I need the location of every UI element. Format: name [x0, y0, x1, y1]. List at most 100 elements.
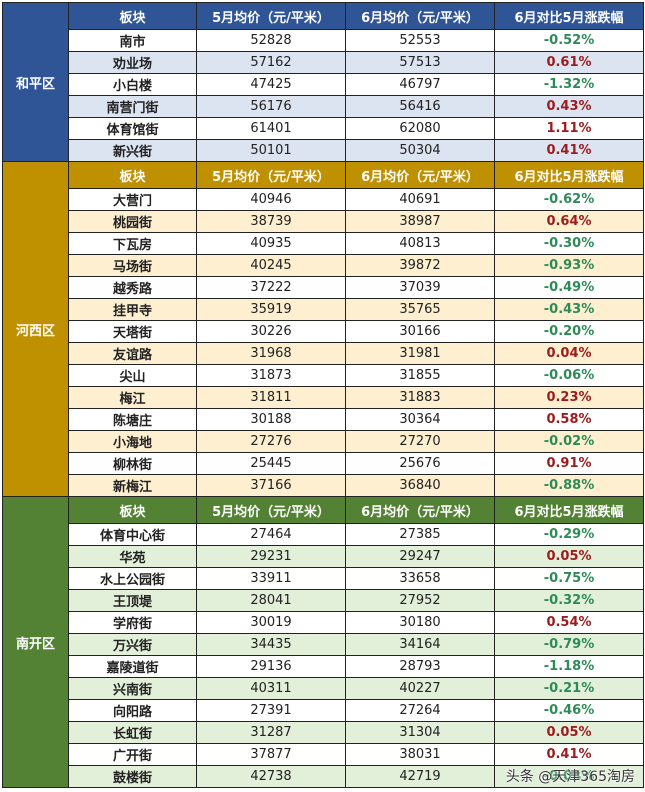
table-row: 马场街 40245 39872 -0.93% [3, 254, 644, 277]
table-row: 尖山 31873 31855 -0.06% [3, 364, 644, 387]
section-header-hexi: 河西区 板块 5月均价（元/平米） 6月均价（元/平米） 6月对比5月涨跌幅 [2, 161, 644, 497]
price-change: 1.11% [494, 117, 644, 140]
price-change: 0.04% [494, 342, 644, 365]
block-name: 水上公园街 [68, 567, 197, 590]
block-name: 尖山 [68, 364, 197, 387]
price-change: 0.43% [494, 95, 644, 118]
section-header-nankai: 南开区 板块 5月均价（元/平米） 6月均价（元/平米） 6月对比5月涨跌幅 [2, 496, 644, 788]
table-row: 南营门街 56176 56416 0.43% [3, 95, 644, 118]
block-name: 小海地 [68, 430, 197, 453]
price-change: 0.58% [494, 408, 644, 431]
table-row: 学府街 30019 30180 0.54% [3, 611, 644, 634]
price-change: -0.06% [494, 364, 644, 387]
price-change: -0.30% [494, 232, 644, 255]
table-row: 王顶堤 28041 27952 -0.32% [3, 589, 644, 612]
table-row: 小海地 27276 27270 -0.02% [3, 430, 644, 453]
price-change: -1.32% [494, 73, 644, 96]
header-jun-price: 6月均价（元/平米） [345, 496, 495, 524]
table-row: 体育馆街 61401 62080 1.11% [3, 117, 644, 140]
jun-price: 37039 [345, 276, 495, 299]
may-price: 47425 [196, 73, 346, 96]
price-change: 0.23% [494, 386, 644, 409]
price-change: -0.93% [494, 254, 644, 277]
price-change: 0.54% [494, 611, 644, 634]
table-row: 嘉陵道街 29136 28793 -1.18% [3, 655, 644, 678]
table-row: 华苑 29231 29247 0.05% [3, 545, 644, 568]
jun-price: 25676 [345, 452, 495, 475]
jun-price: 30364 [345, 408, 495, 431]
table-row: 新梅江 37166 36840 -0.88% [3, 474, 644, 497]
jun-price: 40227 [345, 677, 495, 700]
price-change: -0.43% [494, 298, 644, 321]
price-change: 0.05% [494, 545, 644, 568]
jun-price: 29247 [345, 545, 495, 568]
block-name: 广开街 [68, 743, 197, 766]
block-name: 天塔街 [68, 320, 197, 343]
may-price: 61401 [196, 117, 346, 140]
jun-price: 31981 [345, 342, 495, 365]
price-change: -0.79% [494, 633, 644, 656]
header-change: 6月对比5月涨跌幅 [494, 496, 644, 524]
may-price: 27391 [196, 699, 346, 722]
price-change: -0.29% [494, 523, 644, 546]
jun-price: 28793 [345, 655, 495, 678]
table-row: 南市 52828 52553 -0.52% [3, 29, 644, 52]
block-name: 长虹街 [68, 721, 197, 744]
table-row: 陈塘庄 30188 30364 0.58% [3, 408, 644, 431]
jun-price: 46797 [345, 73, 495, 96]
may-price: 29231 [196, 545, 346, 568]
block-name: 新兴街 [68, 139, 197, 162]
table-row: 体育中心街 27464 27385 -0.29% [3, 523, 644, 546]
block-name: 大营门 [68, 188, 197, 211]
block-name: 嘉陵道街 [68, 655, 197, 678]
may-price: 40245 [196, 254, 346, 277]
may-price: 33911 [196, 567, 346, 590]
block-name: 学府街 [68, 611, 197, 634]
jun-price: 27264 [345, 699, 495, 722]
may-price: 56176 [196, 95, 346, 118]
district-label: 河西区 [2, 161, 69, 497]
price-change: -0.21% [494, 677, 644, 700]
header-may-price: 5月均价（元/平米） [196, 161, 346, 189]
jun-price: 40691 [345, 188, 495, 211]
block-name: 兴南街 [68, 677, 197, 700]
table-row: 劝业场 57162 57513 0.61% [3, 51, 644, 74]
section-header-heping: 和平区 板块 5月均价（元/平米） 6月均价（元/平米） 6月对比5月涨跌幅 [2, 2, 644, 162]
block-name: 下瓦房 [68, 232, 197, 255]
may-price: 52828 [196, 29, 346, 52]
price-change: -0.20% [494, 320, 644, 343]
may-price: 31811 [196, 386, 346, 409]
table-row: 水上公园街 33911 33658 -0.75% [3, 567, 644, 590]
jun-price: 52553 [345, 29, 495, 52]
may-price: 27276 [196, 430, 346, 453]
price-change: -0.62% [494, 188, 644, 211]
block-name: 王顶堤 [68, 589, 197, 612]
may-price: 30188 [196, 408, 346, 431]
price-change: 0.41% [494, 743, 644, 766]
jun-price: 35765 [345, 298, 495, 321]
block-name: 陈塘庄 [68, 408, 197, 431]
table-row: 下瓦房 40935 40813 -0.30% [3, 232, 644, 255]
jun-price: 31855 [345, 364, 495, 387]
table-row: 越秀路 37222 37039 -0.49% [3, 276, 644, 299]
table-row: 大营门 40946 40691 -0.62% [3, 188, 644, 211]
table-row: 柳林街 25445 25676 0.91% [3, 452, 644, 475]
block-name: 南营门街 [68, 95, 197, 118]
may-price: 38739 [196, 210, 346, 233]
header-may-price: 5月均价（元/平米） [196, 2, 346, 30]
price-change: 0.91% [494, 452, 644, 475]
price-change: -0.88% [494, 474, 644, 497]
jun-price: 34164 [345, 633, 495, 656]
block-name: 挂甲寺 [68, 298, 197, 321]
price-change: -0.32% [494, 589, 644, 612]
price-change: -1.18% [494, 655, 644, 678]
price-change: -0.75% [494, 567, 644, 590]
jun-price: 40813 [345, 232, 495, 255]
price-change: -0.49% [494, 276, 644, 299]
jun-price: 30166 [345, 320, 495, 343]
jun-price: 33658 [345, 567, 495, 590]
header-change: 6月对比5月涨跌幅 [494, 2, 644, 30]
block-name: 友谊路 [68, 342, 197, 365]
header-may-price: 5月均价（元/平米） [196, 496, 346, 524]
